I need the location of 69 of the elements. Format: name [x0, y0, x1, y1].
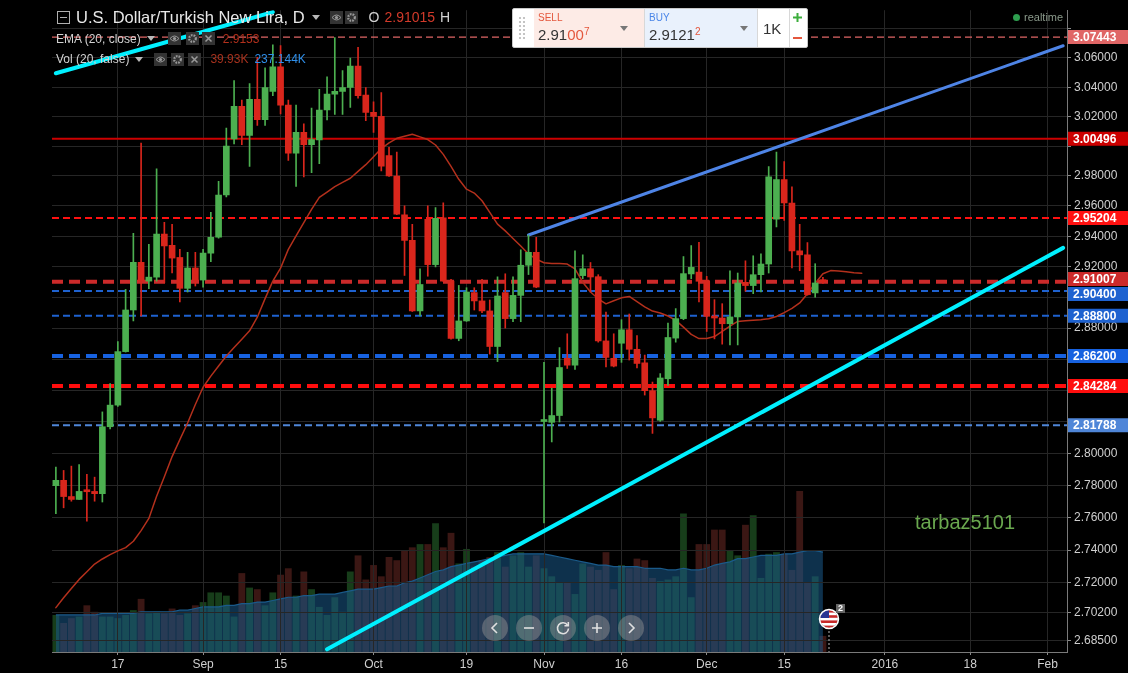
bar: [137, 598, 145, 652]
bar: [494, 552, 501, 652]
x-tick-label: Feb: [1037, 656, 1059, 671]
ref-line-label: 2.88800: [1073, 308, 1117, 323]
ref-line-label: 2.90400: [1073, 286, 1117, 301]
ref-line-label: 3.07443: [1073, 29, 1117, 44]
annotation: 2: [836, 603, 846, 613]
y-tick-label: 3.06000: [1074, 50, 1118, 65]
y-tick-label: 2.68500: [1074, 632, 1118, 647]
annotation: 2.91015: [384, 9, 436, 25]
x-tick-label: Dec: [696, 656, 718, 671]
annotation: 2.9121$^{2}$: [649, 26, 701, 43]
annotation: tarbaz5101: [915, 511, 1016, 533]
bar: [75, 616, 83, 652]
y-tick-label: 3.02000: [1074, 108, 1118, 123]
candlestick: [52, 466, 60, 514]
x-tick-label: 15: [273, 656, 288, 671]
candlestick: [718, 303, 726, 345]
y-tick-label: 3.04000: [1074, 79, 1118, 94]
x-tick-label: 2016: [871, 656, 899, 671]
bar: [184, 613, 191, 652]
bar: [191, 605, 199, 652]
annotation: SELL: [538, 12, 563, 23]
y-tick-label: 2.94000: [1074, 228, 1118, 243]
y-tick-label: 2.76000: [1074, 509, 1118, 524]
candlestick: [563, 333, 571, 369]
y-tick-label: 2.80000: [1074, 445, 1118, 460]
ref-line-label: 2.86200: [1073, 348, 1117, 363]
x-tick-label: 17: [111, 656, 125, 671]
x-tick-label: Oct: [364, 656, 384, 671]
candlestick: [796, 223, 804, 272]
y-tick-label: 2.88000: [1074, 320, 1118, 335]
annotation: 1K: [763, 20, 782, 37]
bar: [238, 573, 246, 652]
x-tick-label: 19: [459, 656, 474, 671]
bar: [300, 571, 308, 652]
y-tick-label: 2.92000: [1074, 258, 1118, 273]
x-tick-label: Sep: [192, 656, 215, 671]
y-tick-label: 2.98000: [1074, 168, 1118, 183]
annotation: O: [368, 9, 380, 25]
ref-line-label: 3.00496: [1073, 131, 1117, 146]
candlestick: [75, 464, 83, 500]
y-tick-label: 2.96000: [1074, 198, 1118, 213]
bar: [811, 576, 819, 652]
annotation: BUY: [649, 12, 670, 23]
annotation: realtime: [1024, 10, 1064, 23]
bar: [253, 589, 261, 652]
ref-line-label: 2.84284: [1073, 378, 1117, 393]
annotation: H: [440, 9, 451, 25]
x-tick-label: 15: [777, 656, 792, 671]
ref-line-label: 2.91007: [1073, 271, 1117, 286]
annotation: 39.93K: [210, 52, 249, 66]
candlestick: [610, 333, 618, 368]
bar: [52, 614, 60, 652]
bar: [742, 524, 749, 652]
ref-line-label: 2.81788: [1073, 418, 1117, 432]
ref-line-label: 2.95204: [1073, 210, 1117, 225]
y-tick-label: 2.74000: [1074, 542, 1118, 557]
y-tick-label: 2.70200: [1074, 604, 1118, 619]
bar: [246, 587, 253, 652]
bar: [424, 544, 432, 652]
x-tick-label: Nov: [533, 656, 555, 671]
y-tick-label: 2.72000: [1074, 574, 1118, 589]
y-tick-label: 2.78000: [1074, 477, 1118, 492]
annotation: 2.9100$^{7}$: [538, 26, 590, 43]
x-tick-label: 16: [614, 656, 629, 671]
x-tick-label: 18: [963, 656, 978, 671]
candlestick: [300, 123, 308, 178]
bar: [432, 523, 439, 652]
